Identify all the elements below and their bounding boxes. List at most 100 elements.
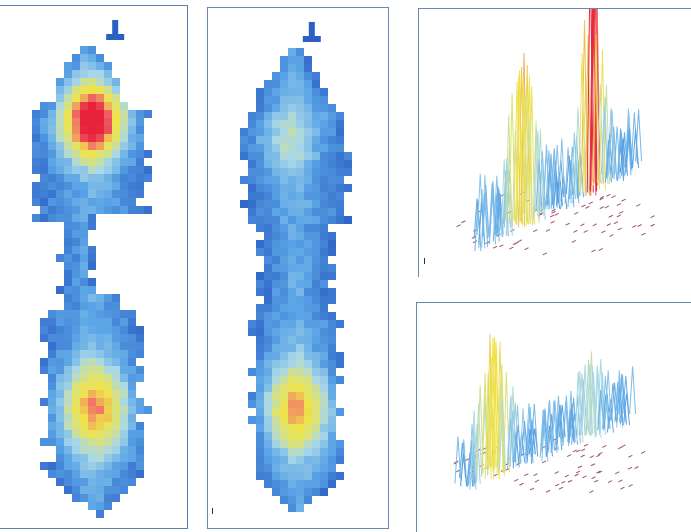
heatmap-cell	[272, 448, 280, 456]
heatmap-cell	[312, 72, 320, 80]
heatmap-cell	[64, 374, 72, 382]
heatmap-cell	[288, 160, 296, 168]
heatmap-cell	[120, 358, 128, 366]
heatmap-cell	[312, 128, 320, 136]
heatmap-cell	[296, 72, 304, 80]
heatmap-cell	[88, 166, 96, 174]
heatmap-cell	[264, 136, 272, 144]
heatmap-cell	[56, 118, 64, 126]
heatmap-cell	[88, 214, 96, 222]
heatmap-cell	[112, 126, 120, 134]
heatmap-cell	[80, 246, 88, 254]
heatmap-cell	[64, 358, 72, 366]
heatmap-cell	[280, 480, 288, 488]
heatmap-cell	[128, 174, 136, 182]
heatmap-cell	[272, 96, 280, 104]
heatmap-cell	[56, 350, 64, 358]
heatmap-cell	[328, 104, 336, 112]
heatmap-cell	[328, 440, 336, 448]
heatmap-cell	[128, 166, 136, 174]
heatmap-cell	[320, 88, 328, 96]
heatmap-cell	[112, 406, 120, 414]
heatmap-cell	[64, 126, 72, 134]
heatmap-cell	[88, 254, 96, 262]
heatmap-cell	[272, 144, 280, 152]
surface-spike	[614, 381, 622, 423]
heatmap-cell	[328, 216, 336, 224]
heatmap-cell	[32, 150, 40, 158]
heatmap-cell	[136, 430, 144, 438]
heatmap-cell	[304, 232, 312, 240]
heatmap-cell	[312, 176, 320, 184]
heatmap-cell	[312, 280, 320, 288]
heatmap-cell	[312, 376, 320, 384]
heatmap-cell	[280, 472, 288, 480]
heatmap-cell	[320, 296, 328, 304]
heatmap-cell	[320, 352, 328, 360]
heatmap-cell	[320, 272, 328, 280]
surface-base-hatch	[650, 215, 655, 219]
heatmap-cell	[272, 344, 280, 352]
heatmap-cell	[248, 144, 256, 152]
surface-spike	[519, 75, 527, 222]
heatmap-cell	[96, 102, 104, 110]
heatmap-cell	[72, 62, 80, 70]
heatmap-cell	[304, 296, 312, 304]
heatmap-cell	[296, 440, 304, 448]
heatmap-cell	[320, 416, 328, 424]
heatmap-cell	[64, 94, 72, 102]
heatmap-cell	[304, 256, 312, 264]
heatmap-cell	[312, 256, 320, 264]
heatmap-cell	[336, 184, 344, 192]
heatmap-cell	[304, 448, 312, 456]
heatmap-cell	[72, 430, 80, 438]
heatmap-cell	[144, 110, 152, 118]
heatmap-cell	[320, 96, 328, 104]
heatmap-cell	[264, 472, 272, 480]
heatmap-cell	[128, 390, 136, 398]
heatmap-cell	[80, 262, 88, 270]
heatmap-cell	[112, 78, 120, 86]
heatmap-cell	[272, 72, 280, 80]
heatmap-cell	[112, 190, 120, 198]
heatmap-cell	[88, 326, 96, 334]
heatmap-cell	[312, 248, 320, 256]
heatmap-cell	[312, 360, 320, 368]
heatmap-cell	[80, 206, 88, 214]
heatmap-cell	[80, 462, 88, 470]
heatmap-cell	[136, 454, 144, 462]
surface-spike	[578, 53, 586, 193]
heatmap-cell	[104, 486, 112, 494]
heatmap-cell	[48, 462, 56, 470]
heatmap-cell	[304, 208, 312, 216]
surface-base-hatch	[607, 480, 613, 484]
heatmap-cell	[112, 462, 120, 470]
heatmap-cell	[56, 462, 64, 470]
surface-base-hatch	[529, 487, 535, 491]
surface-base-hatch	[599, 195, 605, 199]
heatmap-cell	[272, 384, 280, 392]
heatmap-cell	[104, 470, 112, 478]
heatmap-cell	[120, 406, 128, 414]
heatmap-cell	[136, 398, 144, 406]
heatmap-cell	[64, 422, 72, 430]
heatmap-cell	[264, 352, 272, 360]
axis-tick-mark	[424, 258, 425, 264]
heatmap-cell	[104, 150, 112, 158]
heatmap-cell	[328, 128, 336, 136]
heatmap-cell	[88, 502, 96, 510]
heatmap-cell	[48, 318, 56, 326]
heatmap-cell	[312, 408, 320, 416]
heatmap-cell	[112, 374, 120, 382]
heatmap-cell	[64, 174, 72, 182]
surface-spike	[476, 385, 484, 473]
heatmap-cell	[264, 376, 272, 384]
heatmap-cell	[96, 318, 104, 326]
surface-base-hatch	[573, 211, 579, 215]
heatmap-cell	[280, 496, 288, 504]
heatmap-cell	[136, 470, 144, 478]
heatmap-cell	[136, 118, 144, 126]
heatmap-cell	[56, 470, 64, 478]
heatmap-cell	[48, 334, 56, 342]
heatmap-cell	[120, 342, 128, 350]
